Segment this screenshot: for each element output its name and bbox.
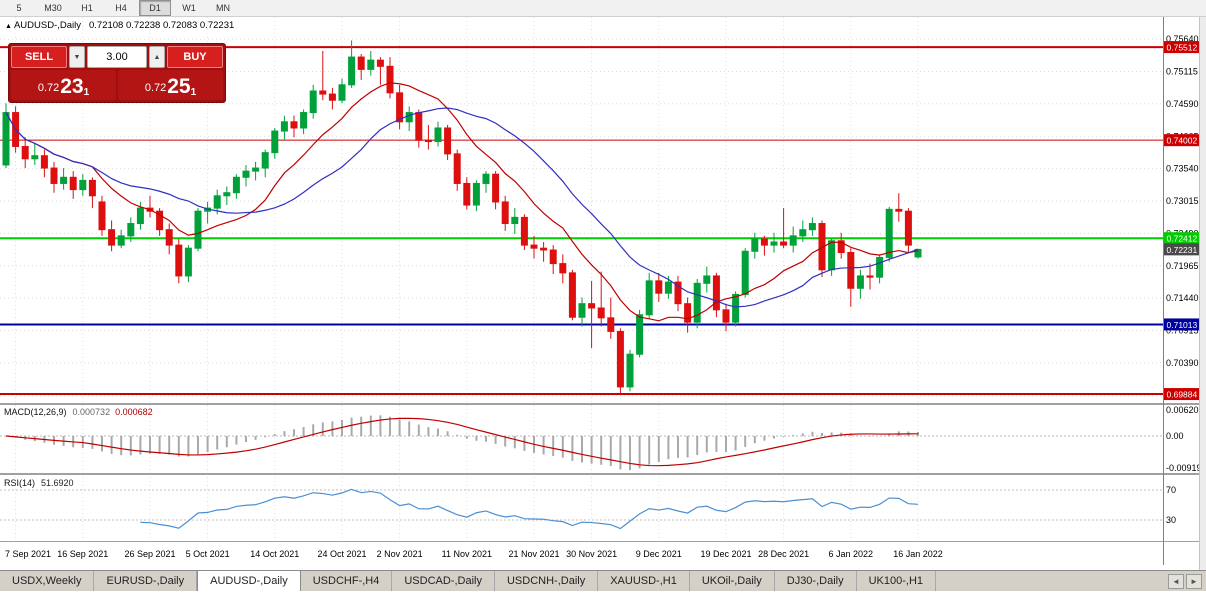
chart-tab-usdchf-h4[interactable]: USDCHF-,H4 (301, 571, 393, 591)
svg-text:0.75115: 0.75115 (1166, 67, 1198, 77)
svg-text:0.75640: 0.75640 (1166, 34, 1199, 44)
chart-tab-audusd-daily[interactable]: AUDUSD-,Daily (197, 571, 301, 591)
buy-price-prefix: 0.72 (144, 82, 167, 94)
svg-text:0.71440: 0.71440 (1166, 293, 1199, 303)
sell-price-display[interactable]: 0.72 23 1 (11, 70, 116, 100)
svg-text:0.71965: 0.71965 (1166, 261, 1199, 271)
chart-tab-usdx-weekly[interactable]: USDX,Weekly (0, 571, 95, 591)
svg-text:0.74590: 0.74590 (1166, 99, 1199, 109)
svg-text:0.70915: 0.70915 (1166, 325, 1199, 335)
svg-text:21 Nov 2021: 21 Nov 2021 (508, 549, 559, 559)
svg-text:11 Nov 2021: 11 Nov 2021 (442, 549, 492, 559)
svg-text:16 Jan 2022: 16 Jan 2022 (893, 549, 943, 559)
svg-text:24 Oct 2021: 24 Oct 2021 (317, 549, 366, 559)
chart-tab-eurusd-daily[interactable]: EURUSD-,Daily (94, 571, 198, 591)
svg-text:0.73015: 0.73015 (1166, 196, 1199, 206)
svg-text:0.72412: 0.72412 (1167, 234, 1198, 244)
macd-signal-value: 0.000682 (115, 407, 153, 417)
chart-symbol-label: AUDUSD-,Daily (13, 20, 81, 31)
svg-text:0.71013: 0.71013 (1167, 320, 1198, 330)
tabs-scroll-right-button[interactable]: ► (1186, 573, 1202, 589)
sell-price-big-digits: 23 (60, 75, 84, 98)
timeframe-button-h4[interactable]: H4 (115, 3, 127, 13)
collapse-arrow-icon[interactable]: ▲ (5, 23, 12, 30)
buy-price-big-digits: 25 (167, 75, 191, 98)
svg-text:19 Dec 2021: 19 Dec 2021 (700, 549, 751, 559)
buy-price-pipette: 1 (190, 87, 197, 98)
chart-tab-dj30-daily[interactable]: DJ30-,Daily (775, 571, 857, 591)
sell-price-pipette: 1 (83, 87, 90, 98)
svg-text:5 Oct 2021: 5 Oct 2021 (186, 549, 230, 559)
svg-text:7 Sep 2021: 7 Sep 2021 (5, 549, 51, 559)
svg-text:26 Sep 2021: 26 Sep 2021 (124, 549, 175, 559)
macd-indicator-label: MACD(12,26,9) 0.000732 0.000682 (4, 407, 153, 417)
chart-tab-usdcad-daily[interactable]: USDCAD-,Daily (392, 571, 495, 591)
svg-text:0.72231: 0.72231 (1167, 245, 1198, 255)
sell-button[interactable]: SELL (11, 46, 67, 68)
volume-input[interactable] (87, 46, 147, 68)
chart-tabbar-row: USDX,Weekly EURUSD-,Daily AUDUSD-,Daily USD… (0, 570, 1206, 591)
volume-increase-button[interactable]: ▲ (149, 46, 165, 68)
volume-decrease-button[interactable]: ▼ (69, 46, 85, 68)
buy-price-display[interactable]: 0.72 25 1 (118, 70, 223, 100)
chart-tab-uk100-h1[interactable]: UK100-,H1 (857, 571, 937, 591)
svg-text:6 Jan 2022: 6 Jan 2022 (829, 549, 874, 559)
tabs-scroll-left-button[interactable]: ◄ (1168, 573, 1184, 589)
svg-text:30 Nov 2021: 30 Nov 2021 (566, 549, 617, 559)
chart-tab-xauusd-h1[interactable]: XAUUSD-,H1 (598, 571, 690, 591)
svg-text:0.75512: 0.75512 (1167, 43, 1198, 53)
macd-name: MACD(12,26,9) (4, 407, 67, 417)
svg-text:0.73540: 0.73540 (1166, 164, 1199, 174)
svg-text:0.006201: 0.006201 (1166, 405, 1204, 415)
chart-window: 70300.756400.751150.745900.740650.735400… (0, 17, 1206, 570)
rsi-value: 51.6920 (41, 478, 74, 488)
svg-text:0.69884: 0.69884 (1167, 390, 1198, 400)
tabbar-scroll-controls: ◄ ► (1164, 571, 1206, 591)
timeframe-toolbar: 5 M30 H1 H4 D1 W1 MN (0, 0, 1206, 17)
chart-ohlc-values: 0.72108 0.72238 0.72083 0.72231 (88, 20, 235, 31)
timeframe-button-d1[interactable]: D1 (139, 0, 171, 16)
timeframe-button-m30[interactable]: M30 (44, 3, 62, 13)
chart-tabbar: USDX,Weekly EURUSD-,Daily AUDUSD-,Daily USD… (0, 571, 1164, 591)
buy-button[interactable]: BUY (167, 46, 223, 68)
svg-text:16 Sep 2021: 16 Sep 2021 (57, 549, 108, 559)
timeframe-button-5[interactable]: 5 (16, 3, 22, 13)
svg-text:30: 30 (1166, 515, 1176, 525)
timeframe-button-w1[interactable]: W1 (182, 3, 196, 13)
macd-main-value: 0.000732 (72, 407, 111, 417)
rsi-indicator-label: RSI(14) 51.6920 (4, 478, 74, 488)
svg-text:70: 70 (1166, 485, 1176, 495)
svg-text:9 Dec 2021: 9 Dec 2021 (636, 549, 682, 559)
svg-text:0.70390: 0.70390 (1166, 358, 1199, 368)
vertical-scrollbar[interactable] (1199, 17, 1206, 570)
timeframe-button-mn[interactable]: MN (216, 3, 230, 13)
chart-title: ▲ AUDUSD-,Daily 0.72108 0.72238 0.72083 0.… (5, 20, 234, 31)
svg-text:-0.00919: -0.00919 (1166, 463, 1202, 473)
sell-price-prefix: 0.72 (37, 82, 60, 94)
svg-text:0.00: 0.00 (1166, 431, 1184, 441)
svg-text:0.74002: 0.74002 (1167, 136, 1198, 146)
svg-text:14 Oct 2021: 14 Oct 2021 (250, 549, 299, 559)
svg-text:2 Nov 2021: 2 Nov 2021 (377, 549, 423, 559)
timeframe-button-h1[interactable]: H1 (81, 3, 93, 13)
rsi-name: RSI(14) (4, 478, 36, 488)
chart-tab-ukoil-daily[interactable]: UKOil-,Daily (690, 571, 775, 591)
svg-text:28 Dec 2021: 28 Dec 2021 (758, 549, 809, 559)
chart-tab-usdcnh-daily[interactable]: USDCNH-,Daily (495, 571, 599, 591)
